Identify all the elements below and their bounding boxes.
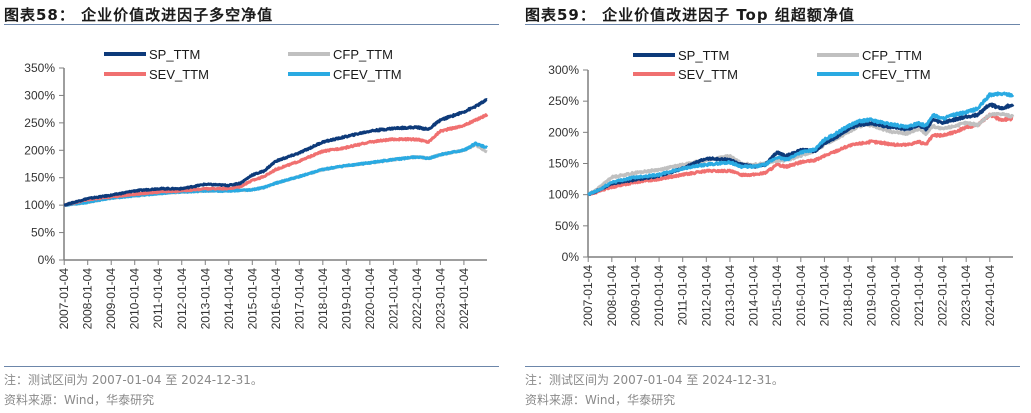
x-tick-label: 2012-01-04: [699, 265, 713, 327]
x-tick-label: 2024-01-04: [983, 265, 997, 327]
series-line-cfp-ttm: [587, 111, 1015, 196]
legend-item: CFEV_TTM: [288, 67, 402, 82]
x-tick-label: 2011-01-04: [151, 268, 165, 329]
x-tick-label: 2009-01-04: [628, 265, 642, 327]
chart-panel-58: 图表58： 企业价值改进因子多空净值 0% 50% 100% 150% 200% 250%…: [0, 0, 505, 413]
y-tick-label: 150%: [24, 171, 55, 185]
x-tick-label: 2009-01-04: [104, 268, 118, 330]
footer-divider: [525, 366, 1020, 367]
footer-divider: [4, 366, 499, 367]
y-tick-label: 100%: [548, 188, 579, 202]
legend-item: SEV_TTM: [633, 67, 738, 82]
y-tick-label: 200%: [24, 143, 55, 157]
x-tick-label: 2019-01-04: [339, 268, 353, 330]
line-chart-59: 0% 50% 100% 150% 200% 250% 300% 2007-01-04 2008-…: [548, 48, 1015, 327]
legend-label: SP_TTM: [678, 48, 729, 63]
y-tick-label: 0%: [562, 250, 580, 264]
series-line-sev-ttm: [63, 113, 489, 207]
x-tick-label: 2019-01-04: [865, 265, 879, 327]
x-tick-label: 2018-01-04: [841, 265, 855, 327]
y-tick-label: 0%: [38, 253, 56, 267]
x-tick-label: 2013-01-04: [723, 265, 737, 327]
x-tick-label: 2007-01-04: [581, 265, 595, 327]
x-tick-label: 2021-01-04: [912, 265, 926, 327]
y-tick-label: 150%: [548, 157, 579, 171]
x-tick-label: 2012-01-04: [175, 268, 189, 330]
x-tick-label: 2020-01-04: [888, 265, 902, 327]
legend-label: CFP_TTM: [862, 48, 922, 63]
legend-item: CFP_TTM: [817, 48, 922, 63]
y-tick-label: 250%: [24, 116, 55, 130]
x-tick-label: 2007-01-04: [57, 268, 71, 330]
x-tick-label: 2017-01-04: [292, 268, 306, 330]
x-tick-label: 2008-01-04: [605, 265, 619, 327]
series-line-cfev-ttm: [587, 91, 1015, 197]
x-tick-label: 2024-01-04: [457, 268, 471, 330]
y-tick-label: 350%: [24, 61, 55, 75]
y-tick-label: 200%: [548, 125, 579, 139]
line-chart-58: 0% 50% 100% 150% 200% 250% 300% 350% 2007-01-04 2…: [24, 47, 489, 330]
y-tick-label: 50%: [555, 219, 579, 233]
legend-label: SP_TTM: [149, 47, 200, 62]
legend-item: SEV_TTM: [104, 67, 209, 82]
x-tick-label: 2010-01-04: [652, 265, 666, 327]
legend-item: SP_TTM: [104, 47, 200, 62]
chart-note: 注：测试区间为 2007-01-04 至 2024-12-31。: [525, 373, 784, 387]
chart-panel-59: 图表59： 企业价值改进因子 Top 组超额净值 0% 50% 100% 150% 20…: [521, 0, 1026, 413]
legend-label: CFP_TTM: [333, 47, 393, 62]
x-tick-label: 2016-01-04: [794, 265, 808, 327]
legend-label: CFEV_TTM: [333, 67, 402, 82]
chart-title: 图表59： 企业价值改进因子 Top 组超额净值: [525, 6, 855, 24]
y-tick-label: 50%: [31, 226, 55, 240]
x-tick-label: 2023-01-04: [959, 265, 973, 327]
legend-item: CFEV_TTM: [817, 67, 931, 82]
x-tick-label: 2022-01-04: [410, 268, 424, 330]
series-line-sp-ttm: [63, 98, 488, 207]
x-tick-label: 2015-01-04: [245, 268, 259, 330]
chart-source: 资料来源：Wind，华泰研究: [525, 393, 676, 407]
chart-note: 注：测试区间为 2007-01-04 至 2024-12-31。: [4, 373, 263, 387]
y-tick-label: 250%: [548, 94, 579, 108]
x-tick-label: 2008-01-04: [81, 268, 95, 330]
series-line-sev-ttm: [587, 112, 1014, 197]
legend-label: CFEV_TTM: [862, 67, 931, 82]
legend-label: SEV_TTM: [678, 67, 738, 82]
x-tick-label: 2010-01-04: [128, 268, 142, 330]
x-tick-label: 2014-01-04: [222, 268, 236, 330]
legend-label: SEV_TTM: [149, 67, 209, 82]
x-tick-label: 2016-01-04: [269, 268, 283, 330]
x-tick-label: 2014-01-04: [747, 265, 761, 327]
x-tick-label: 2017-01-04: [817, 265, 831, 327]
y-tick-label: 100%: [24, 198, 55, 212]
x-tick-label: 2013-01-04: [198, 268, 212, 330]
title-divider: [525, 24, 1020, 25]
x-tick-label: 2018-01-04: [316, 268, 330, 330]
x-tick-label: 2023-01-04: [433, 268, 447, 330]
x-tick-label: 2021-01-04: [386, 268, 400, 330]
legend-item: CFP_TTM: [288, 47, 393, 62]
x-tick-label: 2015-01-04: [770, 265, 784, 327]
title-divider: [4, 24, 499, 25]
y-tick-label: 300%: [24, 88, 55, 102]
x-tick-label: 2011-01-04: [676, 265, 690, 326]
chart-title: 图表58： 企业价值改进因子多空净值: [4, 6, 274, 24]
y-tick-label: 300%: [548, 63, 579, 77]
legend-item: SP_TTM: [633, 48, 729, 63]
x-tick-label: 2022-01-04: [936, 265, 950, 327]
x-tick-label: 2020-01-04: [363, 268, 377, 330]
chart-source: 资料来源：Wind，华泰研究: [4, 393, 155, 407]
